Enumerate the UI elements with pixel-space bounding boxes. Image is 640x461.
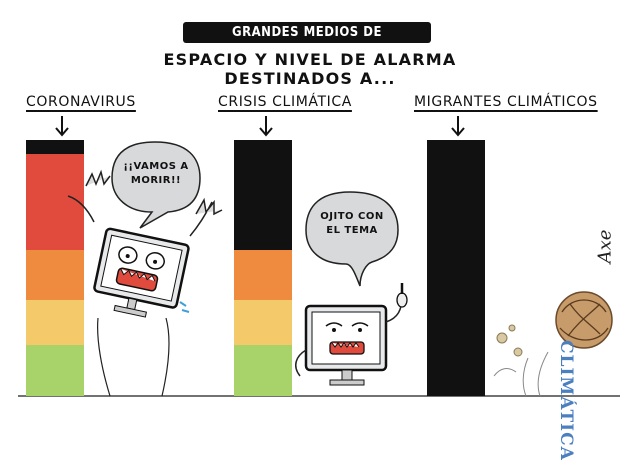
left-bubble-text: ¡¡VAMOS A MORIR!! <box>123 161 189 186</box>
panicked-monitor <box>67 169 223 397</box>
header-kicker: GRANDES MEDIOS DE COMUNICACIÓN <box>183 22 431 61</box>
left-speech-bubble <box>111 141 201 229</box>
cartoon-canvas <box>18 116 620 397</box>
artist-signature: Axe <box>594 229 616 264</box>
crisis-climatica-bar <box>234 140 292 396</box>
label-crisis-climatica: CRISIS CLIMÁTICA <box>218 94 352 110</box>
tumbleweed <box>493 291 613 397</box>
header-title: ESPACIO Y NIVEL DE ALARMA DESTINADOS A..… <box>163 50 457 88</box>
coronavirus-bar <box>26 140 84 396</box>
middle-speech-bubble <box>305 191 399 287</box>
label-coronavirus: CORONAVIRUS <box>26 94 136 110</box>
migrantes-bar <box>427 140 485 396</box>
brand-watermark: CLIMÁTICA <box>556 340 576 461</box>
arrow-coronavirus <box>55 116 69 137</box>
arrow-crisis <box>259 116 273 137</box>
middle-bubble-text: OJITO CON EL TEMA <box>320 211 384 236</box>
arrow-migrantes <box>451 116 465 137</box>
calm-monitor <box>295 283 408 386</box>
label-migrantes-climaticos: MIGRANTES CLIMÁTICOS <box>414 94 598 110</box>
